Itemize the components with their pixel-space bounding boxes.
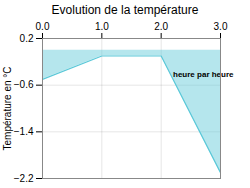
svg-text:0.0: 0.0	[36, 21, 50, 32]
svg-text:−0.6: −0.6	[14, 79, 34, 90]
svg-text:−2.2: −2.2	[14, 173, 34, 184]
svg-text:−1.4: −1.4	[14, 126, 34, 137]
svg-text:heure par heure: heure par heure	[173, 70, 234, 79]
svg-text:2.0: 2.0	[154, 21, 168, 32]
svg-text:1.0: 1.0	[95, 21, 109, 32]
html-text:Evolution de la température: Evolution de la température	[51, 3, 199, 17]
svg-text:0.2: 0.2	[20, 33, 34, 44]
svg-text:3.0: 3.0	[214, 21, 228, 32]
svg-text:Température en °C: Température en °C	[2, 66, 13, 150]
